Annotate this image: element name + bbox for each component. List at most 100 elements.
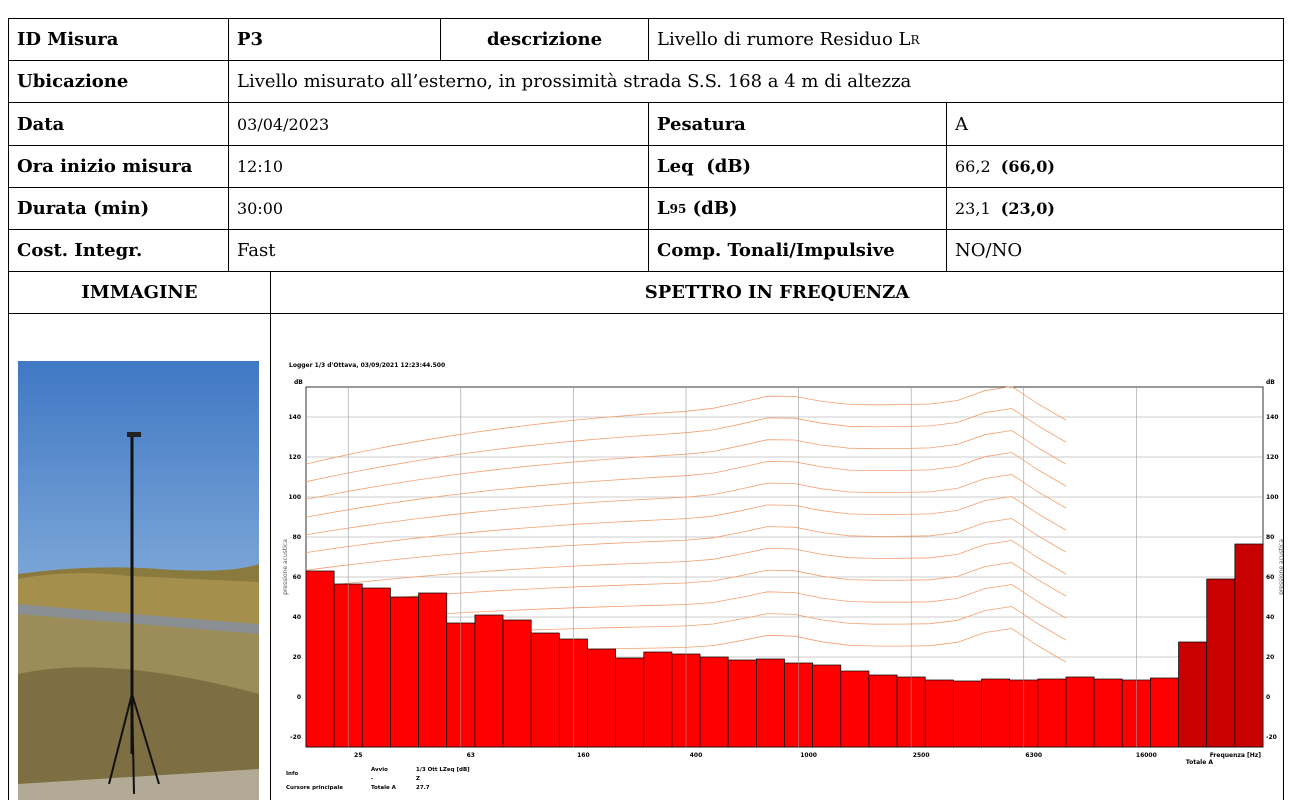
value-bold: (66,0) (1001, 157, 1055, 176)
bar (503, 620, 531, 747)
x-tick-label: 160 (577, 752, 590, 759)
value-text: Livello di rumore Residuo L (657, 29, 911, 50)
label-cell: Pesatura (648, 102, 947, 146)
photo (9, 314, 270, 800)
bar (1235, 544, 1263, 747)
y2-tick-label: 100 (1266, 494, 1279, 501)
label-cell: Cost. Integr. (8, 229, 229, 272)
bar (756, 659, 784, 747)
section-header: SPETTRO IN FREQUENZA (270, 271, 1284, 314)
y2-tick-label: 0 (1266, 694, 1270, 701)
value-cell: 30:00 (228, 187, 649, 230)
chart-title: Logger 1/3 d'Ottava, 03/09/2021 12:23:44… (289, 362, 445, 369)
bar (644, 652, 672, 747)
y-axis-label: pressione acustica (282, 539, 289, 595)
label-cell: Comp. Tonali/Impulsive (648, 229, 947, 272)
chart-cell: Logger 1/3 d'Ottava, 03/09/2021 12:23:44… (270, 313, 1284, 800)
x-tick-label: 6300 (1025, 752, 1042, 759)
chart: Logger 1/3 d'Ottava, 03/09/2021 12:23:44… (271, 314, 1283, 800)
x-tick-label: 16000 (1136, 752, 1157, 759)
y2-tick-label: 60 (1266, 574, 1274, 581)
footer-text: Cursore principale (286, 785, 343, 791)
bar (587, 649, 615, 747)
bar (982, 679, 1010, 747)
y2-axis-label: pressione acustica (1278, 539, 1283, 595)
bar (925, 680, 953, 747)
x-total-label: Totale A (1186, 759, 1214, 766)
y2-tick-label: -20 (1266, 734, 1277, 741)
value-cell: 12:10 (228, 145, 649, 188)
x-tick-label: 2500 (913, 752, 930, 759)
label-text: L (657, 198, 670, 219)
y-tick-label: 140 (288, 414, 301, 421)
image-cell (8, 313, 271, 800)
value-cell: Fast (228, 229, 649, 272)
bar (700, 657, 728, 747)
footer-text: Totale A (371, 785, 397, 791)
x-axis-label: Frequenza [Hz] (1210, 752, 1262, 759)
x-tick-label: 63 (467, 752, 475, 759)
label-text: (dB) (693, 198, 738, 219)
value-cell: Livello misurato all’esterno, in prossim… (228, 60, 1284, 103)
x-tick-label: 25 (354, 752, 362, 759)
label-cell: descrizione (440, 18, 649, 61)
bar (1038, 679, 1066, 747)
y-tick-label: 20 (293, 654, 301, 661)
value-cell: Livello di rumore Residuo LR (648, 18, 1284, 61)
value-cell: A (946, 102, 1284, 146)
value-cell: 66,2 (66,0) (946, 145, 1284, 188)
bar (1150, 678, 1178, 747)
page: ID Misura P3 descrizione Livello di rumo… (0, 0, 1292, 800)
label-cell: Ubicazione (8, 60, 229, 103)
bar (841, 671, 869, 747)
value-cell: 23,1 (23,0) (946, 187, 1284, 230)
bar (953, 681, 981, 747)
bar (1179, 642, 1207, 747)
bar (306, 571, 334, 747)
x-tick-label: 400 (690, 752, 703, 759)
footer-text: Info (286, 771, 298, 777)
subscript: 95 (670, 202, 687, 216)
y2-tick-label: 20 (1266, 654, 1274, 661)
y-tick-label: 0 (297, 694, 301, 701)
footer-text: Z (416, 776, 420, 782)
y2-tick-label: 140 (1266, 414, 1279, 421)
bar (1066, 677, 1094, 747)
value-text: 66,2 (955, 157, 991, 176)
bar (1094, 679, 1122, 747)
footer-text: 1/3 Ott LZeq [dB] (416, 767, 470, 773)
bar (531, 633, 559, 747)
value-bold: (23,0) (1001, 199, 1055, 218)
label-cell: Durata (min) (8, 187, 229, 230)
section-header: IMMAGINE (8, 271, 271, 314)
footer-text: Avvio (371, 767, 388, 773)
y-tick-label: 100 (288, 494, 301, 501)
y2-tick-label: 80 (1266, 534, 1274, 541)
value-cell: NO/NO (946, 229, 1284, 272)
bar (728, 660, 756, 747)
x-tick-label: 1000 (800, 752, 817, 759)
bar (616, 658, 644, 747)
y-tick-label: 60 (293, 574, 301, 581)
y2-tick-label: 120 (1266, 454, 1279, 461)
value-cell: 03/04/2023 (228, 102, 649, 146)
value-text: 23,1 (955, 199, 991, 218)
bar (362, 588, 390, 747)
bar (419, 593, 447, 747)
y-tick-label: 120 (288, 454, 301, 461)
y2-unit: dB (1266, 379, 1275, 386)
value-cell: P3 (228, 18, 441, 61)
label-cell: Data (8, 102, 229, 146)
y-tick-label: 80 (293, 534, 301, 541)
label-cell: Leq (dB) (648, 145, 947, 188)
microphone (127, 432, 141, 437)
bar (475, 615, 503, 747)
label-cell: Ora inizio misura (8, 145, 229, 188)
footer-text: 27.7 (416, 785, 430, 791)
bar (1207, 579, 1235, 747)
bar (869, 675, 897, 747)
y-tick-label: 40 (293, 614, 301, 621)
y2-tick-label: 40 (1266, 614, 1274, 621)
subscript: R (911, 33, 920, 47)
